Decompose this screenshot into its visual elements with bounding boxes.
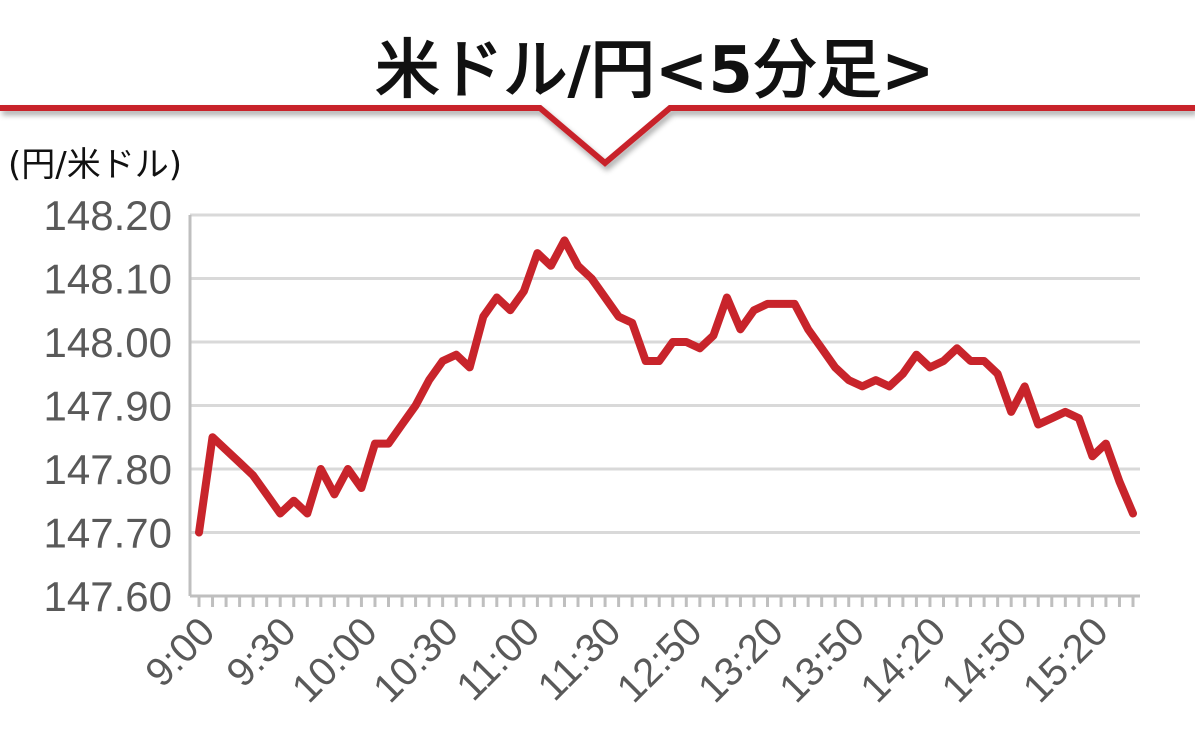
- data-point: [440, 358, 446, 364]
- data-point: [494, 295, 500, 301]
- x-tick-label: 14:50: [934, 609, 1036, 711]
- data-point: [1022, 383, 1028, 389]
- data-point: [832, 364, 838, 370]
- series-layer: [195, 236, 1137, 537]
- x-tick-label: 10:00: [284, 609, 386, 711]
- data-point: [805, 326, 811, 332]
- data-point: [318, 466, 324, 472]
- data-point: [927, 364, 933, 370]
- y-tick-label: 147.80: [44, 446, 172, 493]
- data-point: [1008, 409, 1014, 415]
- y-tick-label: 147.90: [44, 383, 172, 430]
- data-point: [900, 371, 906, 377]
- x-tick-label: 12:50: [609, 609, 711, 711]
- data-point: [981, 358, 987, 364]
- data-point: [778, 301, 784, 307]
- data-point: [548, 263, 554, 269]
- data-point: [913, 352, 919, 358]
- title-underline-band: [0, 105, 1195, 167]
- data-point: [264, 491, 270, 497]
- data-point: [873, 377, 879, 383]
- data-point: [941, 358, 947, 364]
- y-axis-tick-labels: 147.60 147.70 147.80 147.90 148.00 148.10 148.…: [44, 192, 172, 620]
- data-point: [304, 511, 310, 517]
- data-point: [1076, 415, 1082, 421]
- data-point: [995, 371, 1001, 377]
- data-point: [196, 530, 202, 536]
- data-point: [453, 352, 459, 358]
- y-tick-label: 147.60: [44, 573, 172, 620]
- data-point: [886, 383, 892, 389]
- x-tick-label: 13:50: [771, 609, 873, 711]
- y-tick-label: 148.20: [44, 192, 172, 239]
- data-point: [562, 237, 568, 243]
- data-point: [1130, 511, 1136, 517]
- data-point: [819, 345, 825, 351]
- data-point: [1089, 453, 1095, 459]
- data-point: [399, 422, 405, 428]
- x-axis-tick-labels: 9:009:3010:0010:3011:0011:3012:5013:2013…: [137, 609, 1117, 711]
- x-tick-label: 11:30: [530, 609, 630, 709]
- data-point: [413, 403, 419, 409]
- y-tick-label: 148.00: [44, 319, 172, 366]
- x-tick-label: 14:20: [852, 609, 954, 711]
- data-point: [602, 295, 608, 301]
- data-point: [589, 276, 595, 282]
- data-point: [237, 460, 243, 466]
- data-point: [250, 472, 256, 478]
- data-point: [656, 358, 662, 364]
- data-point: [291, 498, 297, 504]
- data-point: [426, 377, 432, 383]
- data-point: [1117, 479, 1123, 485]
- y-tick-label: 147.70: [44, 510, 172, 557]
- chart-title: 米ドル/円<5分足>: [375, 34, 934, 108]
- data-point: [507, 307, 513, 313]
- data-point: [792, 301, 798, 307]
- data-point: [277, 511, 283, 517]
- data-point: [575, 263, 581, 269]
- price-line: [195, 236, 1137, 537]
- x-tick-label: 13:20: [690, 609, 792, 711]
- data-point: [737, 326, 743, 332]
- data-point: [765, 301, 771, 307]
- data-point: [331, 491, 337, 497]
- y-axis-unit-label: (円/米ドル): [8, 145, 182, 185]
- x-tick-label: 11:00: [448, 609, 548, 709]
- data-point: [670, 339, 676, 345]
- data-point: [616, 314, 622, 320]
- data-point: [534, 250, 540, 256]
- data-point: [751, 307, 757, 313]
- data-point: [521, 288, 527, 294]
- data-point: [968, 358, 974, 364]
- data-point: [846, 377, 852, 383]
- data-point: [643, 358, 649, 364]
- data-point: [1062, 409, 1068, 415]
- x-tick-label: 10:30: [365, 609, 467, 711]
- x-tick-label: 15:20: [1015, 609, 1117, 711]
- data-point: [954, 345, 960, 351]
- data-point: [372, 441, 378, 447]
- data-point: [358, 485, 364, 491]
- data-point: [210, 434, 216, 440]
- data-point: [710, 333, 716, 339]
- data-point: [386, 441, 392, 447]
- y-tick-label: 148.10: [44, 256, 172, 303]
- data-point: [223, 447, 229, 453]
- data-point: [1049, 415, 1055, 421]
- data-point: [629, 320, 635, 326]
- data-point: [859, 383, 865, 389]
- axes: [188, 215, 1140, 607]
- data-point: [697, 345, 703, 351]
- data-point: [1103, 441, 1109, 447]
- x-tick-label: 9:00: [137, 609, 223, 695]
- data-point: [345, 466, 351, 472]
- data-point: [467, 364, 473, 370]
- data-point: [683, 339, 689, 345]
- data-point: [724, 295, 730, 301]
- data-point: [1035, 422, 1041, 428]
- data-point: [480, 314, 486, 320]
